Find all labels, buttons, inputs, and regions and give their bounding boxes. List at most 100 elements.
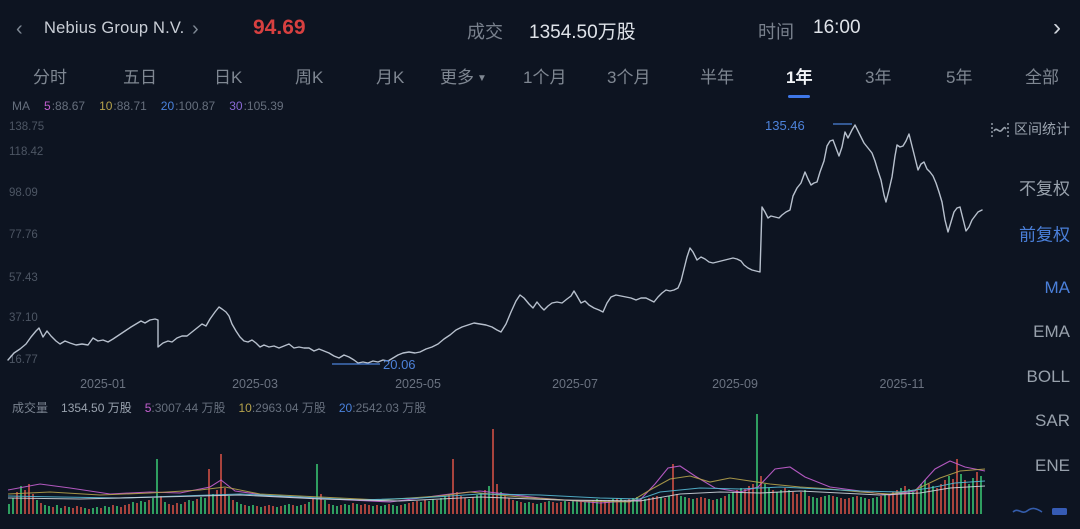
volume-bar	[736, 490, 738, 514]
volume-tab-partial[interactable]	[1012, 503, 1070, 519]
y-axis-label: 77.76	[9, 229, 38, 241]
volume-ma-item: 20:2542.03 万股	[338, 401, 427, 415]
volume-bar	[476, 495, 478, 514]
range-stats-button[interactable]: 区间统计	[990, 119, 1080, 143]
y-axis-label: 16.77	[9, 354, 38, 366]
volume-bar	[492, 429, 494, 514]
volume-bar	[576, 500, 578, 514]
tab-5year[interactable]: 5年	[946, 63, 972, 88]
sidebar-item-boll[interactable]: BOLL	[1026, 367, 1070, 386]
volume-bar	[368, 505, 370, 514]
volume-bar	[780, 490, 782, 514]
vol-ma20-line	[7, 480, 986, 501]
tab-label: 五日	[123, 68, 157, 87]
volume-bar	[36, 500, 38, 514]
tab-3year[interactable]: 3年	[865, 63, 891, 88]
more-caret-icon: ▼	[477, 73, 487, 84]
tab-intraday[interactable]: 分时	[33, 63, 67, 88]
tab-1month[interactable]: 1个月	[523, 63, 566, 88]
volume-ma-item: 5:3007.44 万股	[144, 401, 226, 415]
volume-bar	[372, 506, 374, 514]
tab-all[interactable]: 全部	[1025, 63, 1059, 88]
volume-bar	[92, 508, 94, 514]
tab-daily-k[interactable]: 日K	[214, 63, 242, 88]
volume-bar	[644, 499, 646, 514]
volume-bar	[848, 498, 850, 514]
volume-bar	[388, 504, 390, 514]
stock-title[interactable]: Nebius Group N.V.	[44, 19, 185, 37]
volume-bar	[364, 504, 366, 514]
volume-bar	[396, 506, 398, 514]
expand-icon[interactable]: ›	[1053, 14, 1061, 41]
volume-bar	[312, 498, 314, 514]
volume-bar	[228, 496, 230, 514]
volume-bar	[696, 498, 698, 514]
volume-bar	[464, 498, 466, 514]
volume-ma-lines	[7, 460, 986, 504]
ma-label: MA	[12, 99, 30, 113]
volume-bar	[540, 503, 542, 514]
volume-bar	[240, 504, 242, 514]
volume-bar	[384, 505, 386, 514]
volume-bar	[840, 498, 842, 514]
volume-bar	[356, 504, 358, 514]
volume-bar	[184, 502, 186, 514]
back-icon[interactable]: ‹	[16, 18, 23, 40]
title-chevron-right-icon[interactable]: ›	[192, 18, 199, 40]
volume-bar	[592, 500, 594, 514]
volume-bar	[880, 496, 882, 514]
volume-bar	[588, 501, 590, 514]
volume-bar	[456, 492, 458, 514]
volume-bar	[504, 496, 506, 514]
volume-bar	[392, 505, 394, 514]
volume-bar	[12, 498, 14, 514]
sidebar-item-no-adjust[interactable]: 不复权	[1019, 179, 1070, 199]
volume-bar	[420, 502, 422, 514]
ma-item: 10:88.71	[99, 99, 147, 113]
sidebar-item-ema[interactable]: EMA	[1033, 322, 1070, 341]
volume-bar	[484, 490, 486, 514]
volume-bar	[40, 503, 42, 514]
tab-5day[interactable]: 五日	[123, 63, 157, 88]
volume-bar	[772, 490, 774, 514]
volume-bar	[680, 496, 682, 514]
volume-bar	[948, 476, 950, 514]
volume-bar	[888, 494, 890, 514]
sidebar-item-ene[interactable]: ENE	[1035, 456, 1070, 475]
tab-monthly-k[interactable]: 月K	[376, 63, 404, 88]
volume-bar	[204, 498, 206, 514]
volume-bar	[784, 488, 786, 514]
volume-bar	[816, 498, 818, 514]
x-axis-label: 2025-07	[552, 377, 598, 391]
tab-half-year[interactable]: 半年	[700, 63, 734, 88]
volume-bar	[612, 499, 614, 514]
volume-bars	[8, 414, 982, 514]
volume-bar	[428, 501, 430, 514]
vol-avg-line	[7, 485, 986, 502]
volume-bar	[516, 501, 518, 514]
volume-bar	[596, 499, 598, 514]
sidebar-item-sar[interactable]: SAR	[1035, 411, 1070, 430]
tab-weekly-k[interactable]: 周K	[295, 63, 323, 88]
volume-bar	[100, 508, 102, 514]
volume-bar	[648, 498, 650, 514]
volume-bar	[296, 506, 298, 514]
volume-bar	[908, 489, 910, 514]
price-value: 94.69	[253, 16, 306, 39]
tab-3month[interactable]: 3个月	[607, 63, 650, 88]
volume-bar	[844, 499, 846, 514]
y-axis-label: 37.10	[9, 312, 38, 324]
sidebar-item-forward-adjust[interactable]: 前复权	[1019, 225, 1070, 245]
volume-bar	[768, 488, 770, 514]
y-axis-label: 57.43	[9, 272, 38, 284]
volume-bar	[900, 488, 902, 514]
volume-bar	[108, 507, 110, 514]
tab-1year[interactable]: 1年	[786, 63, 812, 88]
volume-bar	[124, 505, 126, 514]
volume-bar	[424, 500, 426, 514]
tab-more[interactable]: 更多 ▼	[440, 63, 487, 88]
volume-bar	[196, 499, 198, 514]
volume-bar	[344, 504, 346, 514]
sidebar-item-ma[interactable]: MA	[1044, 278, 1071, 297]
